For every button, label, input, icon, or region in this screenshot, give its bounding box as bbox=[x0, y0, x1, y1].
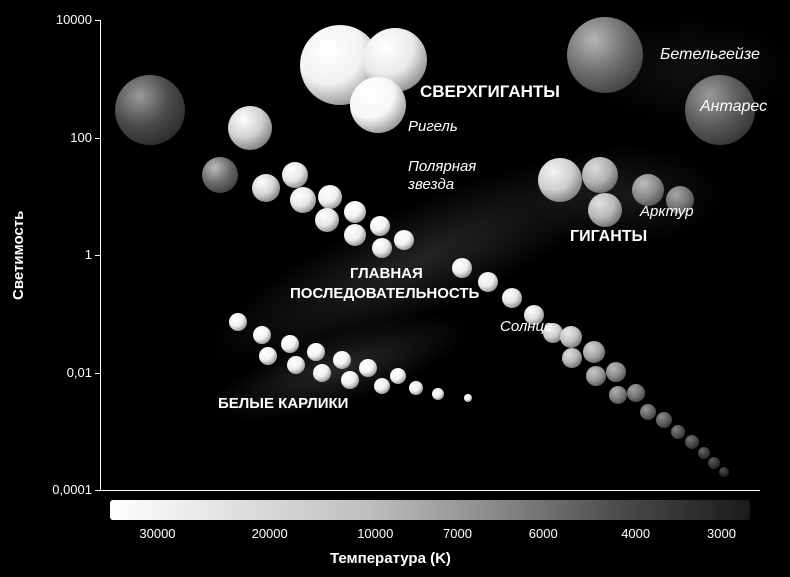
star-point bbox=[632, 174, 664, 206]
star-point bbox=[478, 272, 498, 292]
star-point bbox=[583, 341, 605, 363]
group-label-main-seq-1: ГЛАВНАЯ bbox=[350, 265, 423, 282]
star-label-arcturus: Арктур bbox=[640, 203, 694, 220]
hr-diagram: { "layout": { "width": 790, "height": 57… bbox=[0, 0, 790, 577]
star-point bbox=[315, 208, 339, 232]
star-point bbox=[560, 326, 582, 348]
x-axis-title: Температура (K) bbox=[330, 550, 451, 567]
star-point bbox=[640, 404, 656, 420]
y-axis-title: Светимость bbox=[10, 211, 27, 300]
star-point bbox=[394, 230, 414, 250]
group-label-main-seq-2: ПОСЛЕДОВАТЕЛЬНОСТЬ bbox=[290, 285, 479, 302]
x-tick-label: 30000 bbox=[139, 526, 175, 541]
star-point bbox=[359, 359, 377, 377]
y-tick-label: 0,0001 bbox=[52, 482, 92, 497]
x-tick-label: 6000 bbox=[529, 526, 558, 541]
star-point bbox=[685, 435, 699, 449]
star-point bbox=[344, 201, 366, 223]
y-tick-label: 100 bbox=[70, 130, 92, 145]
y-tick bbox=[95, 373, 100, 374]
x-axis-line bbox=[100, 490, 760, 491]
x-tick-label: 7000 bbox=[443, 526, 472, 541]
star-point bbox=[606, 362, 626, 382]
star-point bbox=[452, 258, 472, 278]
y-tick-label: 0,01 bbox=[67, 365, 92, 380]
star-point bbox=[708, 457, 720, 469]
star-point bbox=[259, 347, 277, 365]
star-point bbox=[582, 157, 618, 193]
star-point bbox=[586, 366, 606, 386]
star-point bbox=[671, 425, 685, 439]
star-point bbox=[282, 162, 308, 188]
star-point bbox=[698, 447, 710, 459]
star-point bbox=[374, 378, 390, 394]
star-label-betelgeuse: Бетельгейзе bbox=[660, 46, 760, 64]
group-label-giants: ГИГАНТЫ bbox=[570, 228, 647, 246]
star-point bbox=[313, 364, 331, 382]
star-label-polaris-2: звезда bbox=[408, 176, 454, 193]
x-tick-label: 4000 bbox=[621, 526, 650, 541]
x-tick-label: 20000 bbox=[252, 526, 288, 541]
x-tick-label: 10000 bbox=[357, 526, 393, 541]
y-tick bbox=[95, 20, 100, 21]
group-label-white-dwarfs: БЕЛЫЕ КАРЛИКИ bbox=[218, 395, 348, 412]
star-point bbox=[333, 351, 351, 369]
y-tick-label: 1 bbox=[85, 247, 92, 262]
star-point bbox=[344, 224, 366, 246]
star-point bbox=[253, 326, 271, 344]
star-point bbox=[409, 381, 423, 395]
star-point bbox=[390, 368, 406, 384]
x-tick-label: 3000 bbox=[707, 526, 736, 541]
star-point bbox=[609, 386, 627, 404]
star-point bbox=[567, 17, 643, 93]
star-label-rigel: Ригель bbox=[408, 118, 458, 135]
star-point bbox=[252, 174, 280, 202]
y-tick bbox=[95, 490, 100, 491]
y-tick-label: 10000 bbox=[56, 12, 92, 27]
star-point bbox=[341, 371, 359, 389]
group-label-supergiants: СВЕРХГИГАНТЫ bbox=[420, 82, 560, 102]
star-point bbox=[281, 335, 299, 353]
star-point bbox=[229, 313, 247, 331]
star-point bbox=[228, 106, 272, 150]
y-tick bbox=[95, 255, 100, 256]
star-point bbox=[538, 158, 582, 202]
temperature-gradient-bar bbox=[110, 500, 750, 520]
star-point bbox=[290, 187, 316, 213]
star-point bbox=[372, 238, 392, 258]
star-point bbox=[656, 412, 672, 428]
star-label-polaris-1: Полярная bbox=[408, 158, 476, 175]
star-point bbox=[287, 356, 305, 374]
star-point bbox=[370, 216, 390, 236]
star-point bbox=[562, 348, 582, 368]
star-point bbox=[115, 75, 185, 145]
star-point bbox=[464, 394, 472, 402]
star-point bbox=[432, 388, 444, 400]
star-point bbox=[719, 467, 729, 477]
y-axis-line bbox=[100, 20, 101, 490]
star-label-antares: Антарес bbox=[700, 98, 767, 116]
y-tick bbox=[95, 138, 100, 139]
star-point bbox=[350, 77, 406, 133]
star-point bbox=[588, 193, 622, 227]
star-point bbox=[502, 288, 522, 308]
star-label-sun: Солнце bbox=[500, 318, 552, 335]
star-point bbox=[202, 157, 238, 193]
star-point bbox=[307, 343, 325, 361]
star-point bbox=[627, 384, 645, 402]
star-point bbox=[318, 185, 342, 209]
